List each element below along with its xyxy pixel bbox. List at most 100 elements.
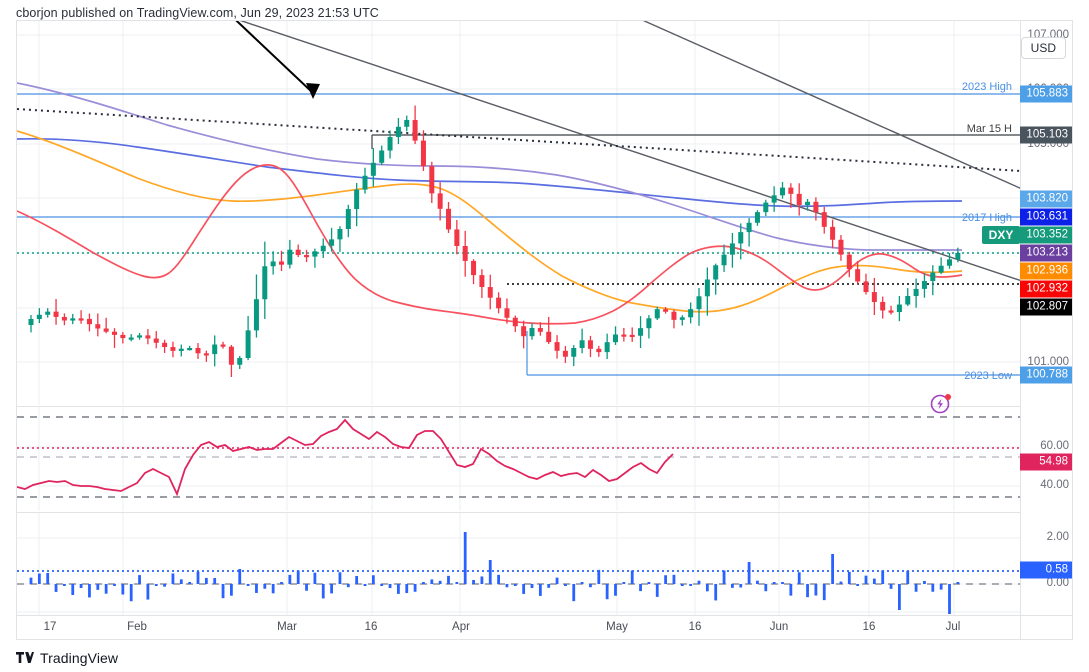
rsi-tick-60: 60.00 [1040, 440, 1069, 452]
time-tick-9: Jul [945, 621, 961, 633]
trendline-dotted-resistance [17, 108, 1022, 172]
candle-body-bullish [721, 254, 727, 266]
trendlines [17, 21, 1022, 282]
histogram-bar [280, 582, 283, 584]
histogram-axis[interactable]: 2.00 0.00 −2.00 0.58 [1020, 512, 1072, 634]
rsi-tick-40: 40.00 [1040, 479, 1069, 491]
histogram-bar [705, 584, 709, 592]
candle-body-bullish [137, 335, 143, 338]
candle-body-bearish [145, 335, 151, 339]
histogram-bar [622, 582, 626, 584]
histogram-bar [79, 584, 83, 588]
candle-body-bearish [279, 261, 284, 265]
candle-body-bullish [287, 249, 293, 265]
histogram-bar [914, 584, 918, 592]
histogram-bar [413, 584, 417, 592]
rsi-axis[interactable]: 60.00 40.00 54.98 [1020, 406, 1072, 511]
candle-body-bullish [921, 281, 927, 289]
time-tick-6: 16 [688, 621, 702, 633]
histogram-bar [46, 572, 50, 584]
chart-frame[interactable]: 107.000106.000105.000104.000103.000102.0… [16, 20, 1073, 640]
candle-body-bearish [521, 326, 527, 337]
alert-bolt-icon[interactable] [930, 392, 952, 414]
histogram-bar [672, 574, 676, 584]
histogram-bar [204, 577, 208, 584]
candle-body-bullish [70, 318, 76, 321]
histogram-bar [639, 584, 642, 592]
candle-body-bullish [654, 309, 660, 319]
histogram-bar [388, 584, 392, 589]
histogram-plot [17, 513, 1022, 616]
candle-body-bearish [562, 350, 568, 357]
candle-body-bullish [763, 202, 769, 213]
trendline-resistance-2 [642, 21, 1022, 190]
footer-logo[interactable]: TradingView [16, 650, 118, 666]
badge-ma-upper: 103.820 [1020, 190, 1072, 208]
candle-body-bullish [370, 162, 376, 176]
candle-body-bearish [429, 166, 435, 194]
candle-body-bearish [855, 269, 861, 282]
candle-body-bullish [253, 299, 259, 331]
price-tick-6: 101.000 [1027, 356, 1069, 368]
candle-body-bearish [195, 347, 201, 354]
candle-body-bearish [420, 140, 426, 167]
badge-ma-black: 102.807 [1020, 298, 1072, 316]
breakout-arrow-icon [235, 21, 320, 99]
histogram-bar [756, 580, 759, 584]
badge-last-price: 103.352 [1020, 226, 1072, 244]
time-tick-5: May [606, 621, 628, 633]
price-pane[interactable] [17, 21, 1022, 405]
candle-body-bullish [696, 296, 702, 310]
candle-body-bearish [888, 310, 894, 313]
histogram-bar [839, 581, 843, 584]
time-tick-4: Apr [452, 621, 470, 633]
histogram-bar [797, 572, 801, 584]
candlestick-series [28, 105, 961, 378]
moving-average-lines [17, 82, 963, 325]
histogram-bar [647, 582, 651, 584]
candle-body-bearish [788, 187, 794, 194]
symbol-tag-dxy[interactable]: DXY [982, 226, 1020, 244]
candle-body-bullish [638, 328, 644, 336]
histogram-bar [480, 576, 484, 584]
currency-chip-usd[interactable]: USD [1020, 37, 1066, 59]
candle-body-bullish [270, 261, 276, 267]
axis-corner [1020, 615, 1072, 639]
candle-body-bearish [629, 334, 635, 338]
candle-body-bearish [880, 301, 886, 311]
histogram-bar [614, 584, 617, 596]
candle-body-bullish [604, 342, 610, 353]
histogram-bar [781, 582, 784, 584]
histogram-bar [472, 579, 475, 584]
time-tick-0: 17 [43, 621, 57, 633]
hist-tick-0: 0.00 [1046, 577, 1069, 589]
histogram-bar [371, 575, 375, 584]
attribution-text: cborjon published on TradingView.com, Ju… [16, 6, 379, 20]
time-tick-3: 16 [364, 621, 378, 633]
histogram-bar [856, 584, 860, 586]
candle-body-bearish [487, 287, 493, 298]
candle-body-bearish [496, 297, 502, 309]
rsi-pane[interactable] [17, 406, 1022, 511]
histogram-bar [121, 584, 125, 595]
candle-body-bearish [546, 331, 552, 343]
histogram-bar [330, 584, 333, 594]
candle-body-bullish [905, 296, 911, 305]
time-tick-8: 16 [862, 621, 876, 633]
time-axis[interactable]: 17 Feb Mar 16 Apr May 16 Jun 16 Jul [17, 615, 1022, 639]
histogram-bar [438, 580, 442, 584]
candle-body-bullish [212, 344, 218, 355]
histogram-bar [288, 574, 292, 584]
histogram-bar [538, 584, 542, 596]
hist-gridlines [17, 513, 1022, 616]
histogram-bar [488, 560, 492, 584]
price-plot [17, 21, 1022, 405]
histogram-bar [906, 570, 910, 584]
histogram-bar [188, 582, 192, 584]
candle-body-bullish [237, 358, 243, 365]
histogram-pane[interactable] [17, 512, 1022, 616]
candle-body-bullish [329, 239, 335, 246]
histogram-bar [179, 579, 183, 584]
histogram-bar [346, 584, 350, 588]
candle-body-bullish [780, 187, 785, 196]
